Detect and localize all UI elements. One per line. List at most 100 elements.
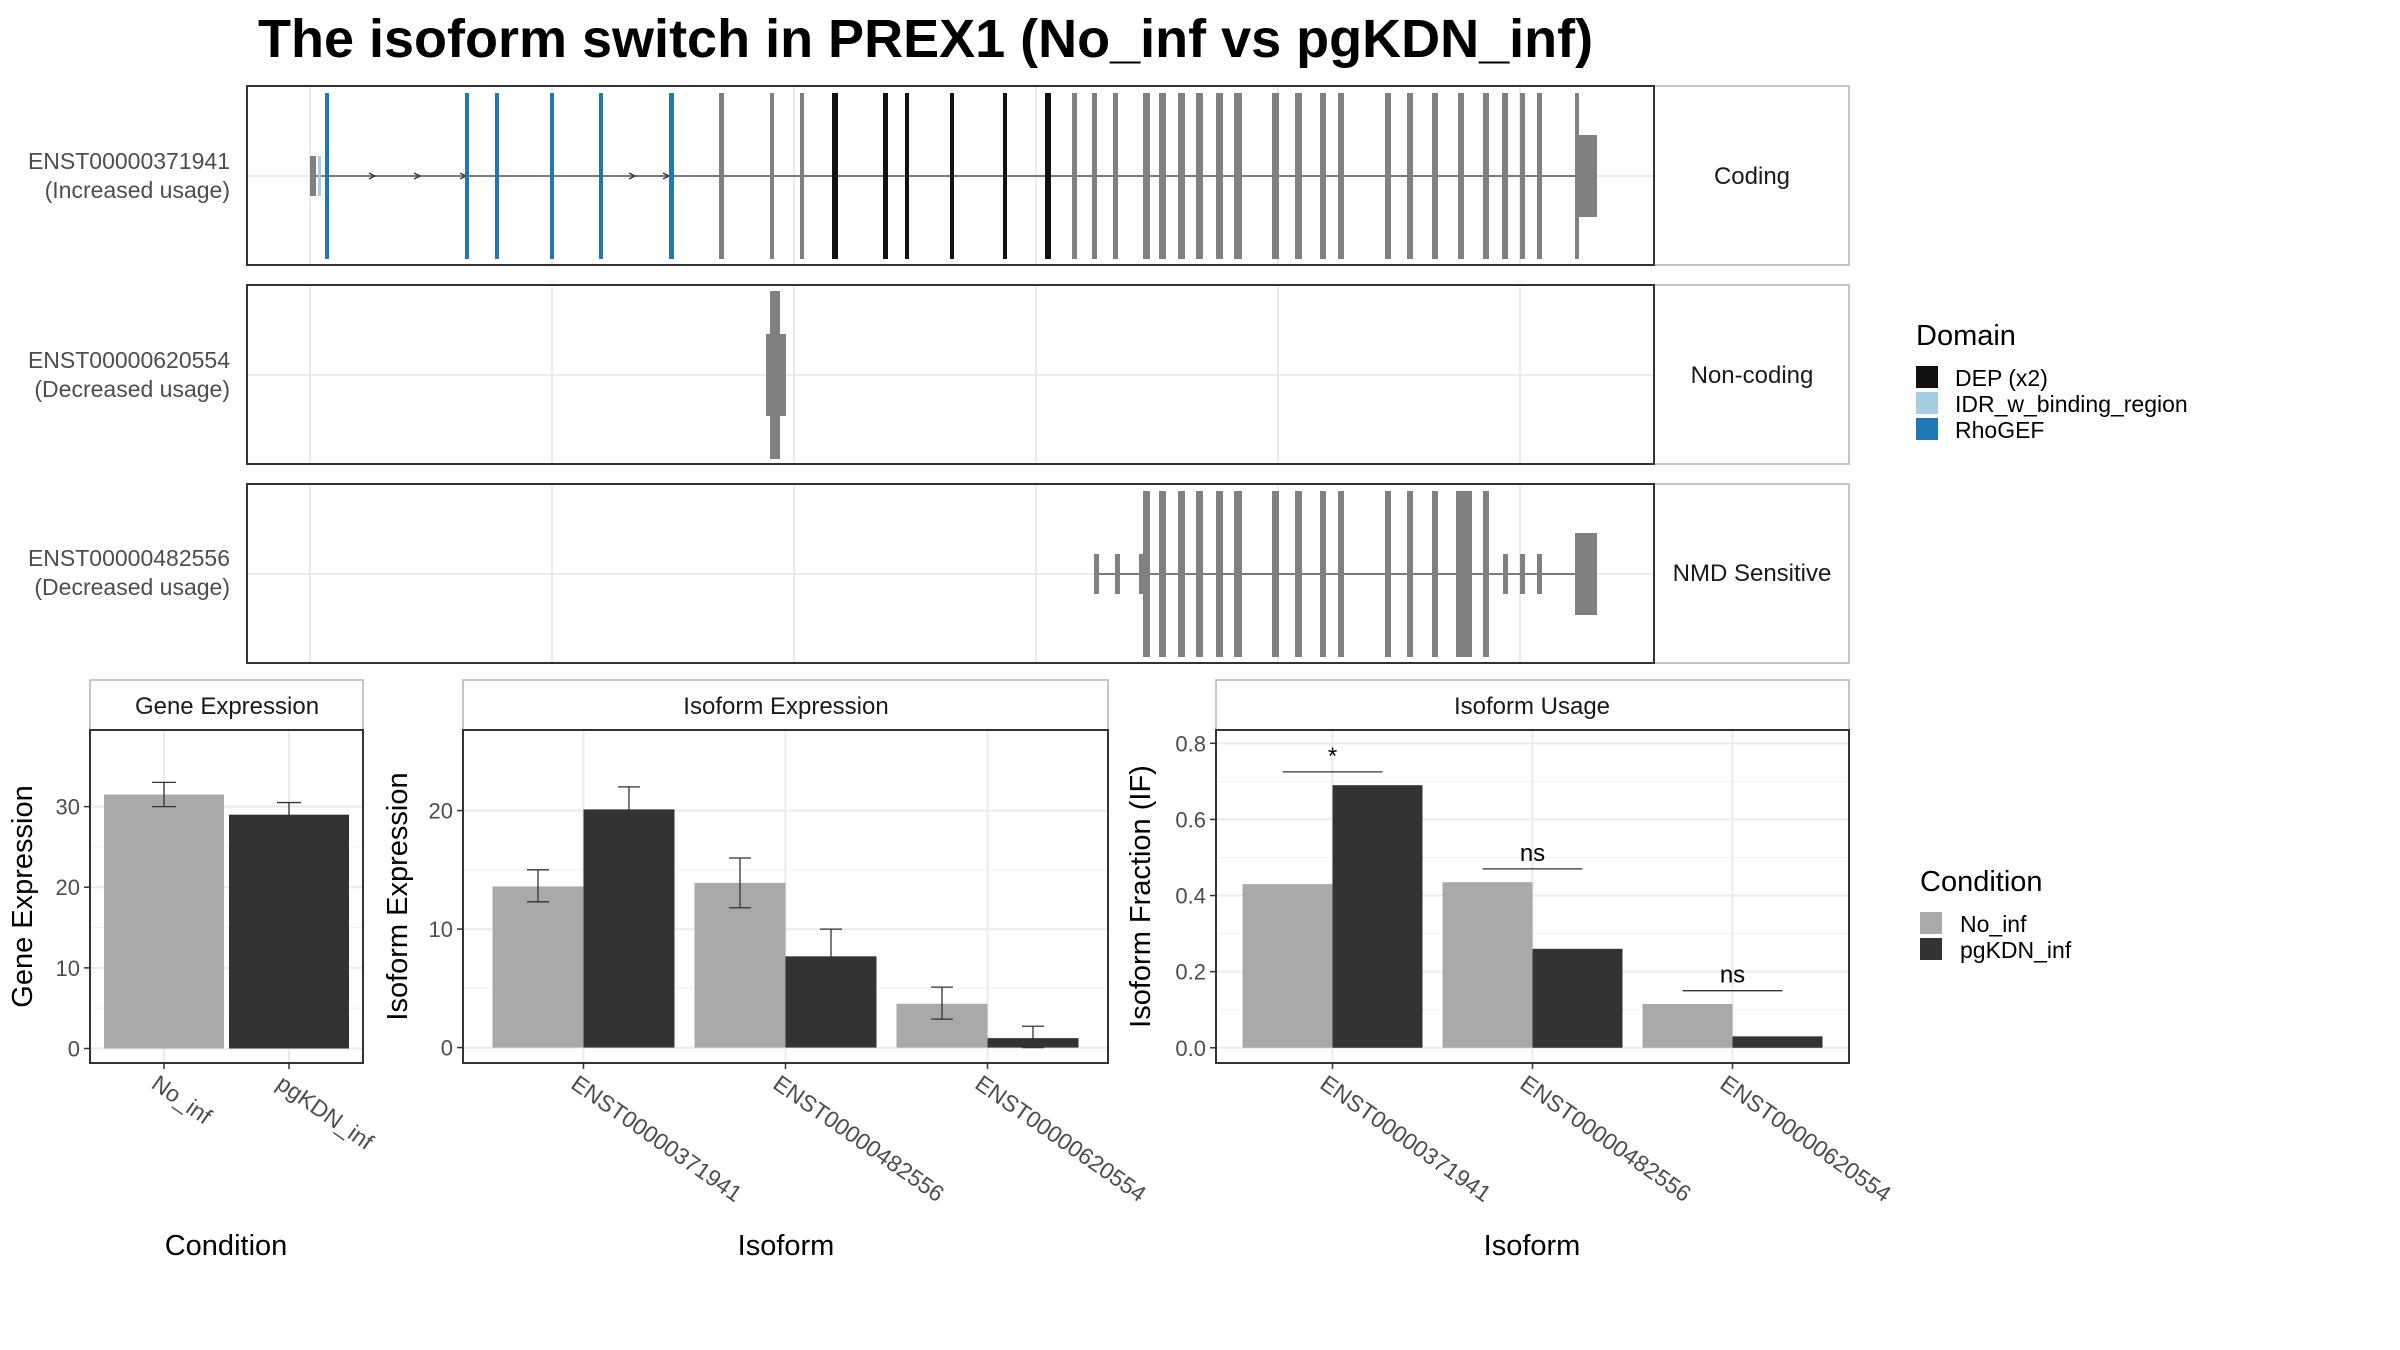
chart-title: Isoform Usage — [1454, 693, 1610, 720]
isoform-row-enst00000482556: ENST00000482556 (Decreased usage) NMD Se… — [28, 483, 1850, 664]
exon-block — [310, 156, 316, 196]
exon-block — [1143, 491, 1150, 657]
panel-border — [246, 284, 1655, 465]
exon-block — [1537, 554, 1542, 594]
exon-block — [1483, 491, 1489, 657]
exon-block — [770, 291, 780, 459]
domain-legend: Domain DEP (x2) IDR_w_binding_region Rho… — [1916, 320, 2188, 443]
y-tick-label: 0.8 — [1175, 731, 1206, 756]
domain-legend-title: Domain — [1916, 320, 2016, 352]
x-axis-title: Isoform — [1484, 1230, 1581, 1262]
isoform-row-enst00000371941: ENST00000371941 (Increased usage) Coding — [28, 85, 1850, 266]
exon-block — [800, 93, 804, 259]
exon-block — [1234, 93, 1242, 259]
y-tick-label: 0 — [441, 1036, 453, 1061]
significance-label: * — [1328, 743, 1337, 770]
legend-key-dep — [1916, 366, 1938, 388]
dep-domain-block — [832, 93, 838, 259]
exon-block — [1320, 491, 1326, 657]
bar — [1642, 1004, 1733, 1048]
facet-strip — [1653, 85, 1850, 266]
exon-block — [1196, 93, 1203, 259]
significance-label: ns — [1520, 840, 1545, 867]
exon-block — [1094, 554, 1099, 594]
y-tick-label: 10 — [56, 956, 80, 981]
strand-arrow — [368, 172, 377, 180]
rhogef-domain-block — [325, 93, 329, 259]
x-tick-label: ENST00000371941 — [567, 1070, 747, 1207]
exon-block — [1432, 93, 1438, 259]
exon-block — [1272, 491, 1279, 657]
dep-domain-block — [883, 93, 888, 259]
exon-block — [1537, 93, 1542, 259]
isoform-usage-chart: Isoform Usage * ns ns 0.0 0.2 0.4 0.6 0.8 ENST000… — [1125, 679, 1897, 1262]
x-tick-label: ENST00000620554 — [971, 1070, 1152, 1207]
bar — [1332, 785, 1423, 1048]
exon-block — [1143, 93, 1150, 259]
gene-expression-chart: Gene Expression 0 10 20 30 No_inf pgKDN_inf Con… — [7, 679, 379, 1262]
dep-domain-block — [1003, 93, 1007, 259]
exon-block — [1295, 93, 1302, 259]
facet-strip — [462, 679, 1109, 731]
isoform-usage-label: (Increased usage) — [45, 177, 230, 203]
dep-domain-block — [950, 93, 954, 259]
exon-block — [719, 93, 724, 259]
x-tick-label: pgKDN_inf — [272, 1070, 379, 1155]
facet-strip — [1653, 284, 1850, 465]
y-tick-label: 10 — [429, 917, 453, 942]
rhogef-domain-block — [550, 93, 554, 259]
exon-block — [1432, 491, 1438, 657]
legend-label-rhogef: RhoGEF — [1955, 417, 2044, 443]
x-tick-label: ENST00000371941 — [1316, 1070, 1496, 1207]
exon-block — [1216, 491, 1223, 657]
y-tick-label: 20 — [56, 875, 80, 900]
y-tick-label: 0.4 — [1175, 884, 1206, 909]
legend-label-dep: DEP (x2) — [1955, 365, 2048, 391]
rhogef-domain-block — [495, 93, 499, 259]
y-tick-label: 30 — [56, 795, 80, 820]
isoform-plot-pane — [246, 284, 1850, 465]
y-tick-label: 0.2 — [1175, 960, 1206, 985]
exon-block — [770, 93, 774, 259]
bar — [1242, 884, 1333, 1048]
legend-label-idr: IDR_w_binding_region — [1955, 391, 2188, 417]
bar — [583, 809, 675, 1048]
rhogef-domain-block — [465, 93, 469, 259]
facet-strip — [1653, 483, 1850, 664]
exon-block — [1295, 491, 1302, 657]
facet-strip-label: NMD Sensitive — [1673, 560, 1832, 587]
isoform-structure-panel: ENST00000371941 (Increased usage) Coding… — [28, 85, 1850, 664]
exon-block — [1216, 93, 1223, 259]
isoform-id-label: ENST00000371941 — [28, 148, 230, 174]
exon-block — [1338, 491, 1344, 657]
facet-strip-label: Non-coding — [1691, 362, 1814, 389]
exon-block — [1196, 491, 1203, 657]
chart-title: Gene Expression — [135, 693, 319, 720]
exon-block — [1072, 93, 1077, 259]
exon-block — [1456, 491, 1472, 657]
exon-block — [1576, 135, 1597, 217]
x-tick-label: ENST00000620554 — [1716, 1070, 1897, 1207]
exon-block — [1483, 93, 1489, 259]
exon-block — [1385, 93, 1391, 259]
legend-key-no-inf — [1920, 912, 1942, 934]
exon-block — [1407, 93, 1413, 259]
condition-legend-title: Condition — [1920, 866, 2043, 898]
exon-block — [1139, 554, 1144, 594]
exon-block — [1272, 93, 1279, 259]
panel-border — [246, 85, 1655, 266]
bar — [1532, 948, 1623, 1048]
exon-block — [1159, 93, 1166, 259]
y-tick-label: 20 — [429, 799, 453, 824]
bar — [1442, 882, 1533, 1048]
rhogef-domain-block — [669, 93, 674, 259]
facet-strip — [89, 679, 364, 731]
exon-block — [1178, 93, 1185, 259]
exon-block — [1178, 491, 1185, 657]
isoform-id-label: ENST00000482556 — [28, 545, 230, 571]
x-tick-label: ENST00000482556 — [1516, 1070, 1696, 1207]
bar — [492, 886, 584, 1048]
significance-label: ns — [1720, 962, 1745, 989]
isoform-usage-label: (Decreased usage) — [34, 574, 230, 600]
x-axis-title: Condition — [165, 1230, 288, 1262]
